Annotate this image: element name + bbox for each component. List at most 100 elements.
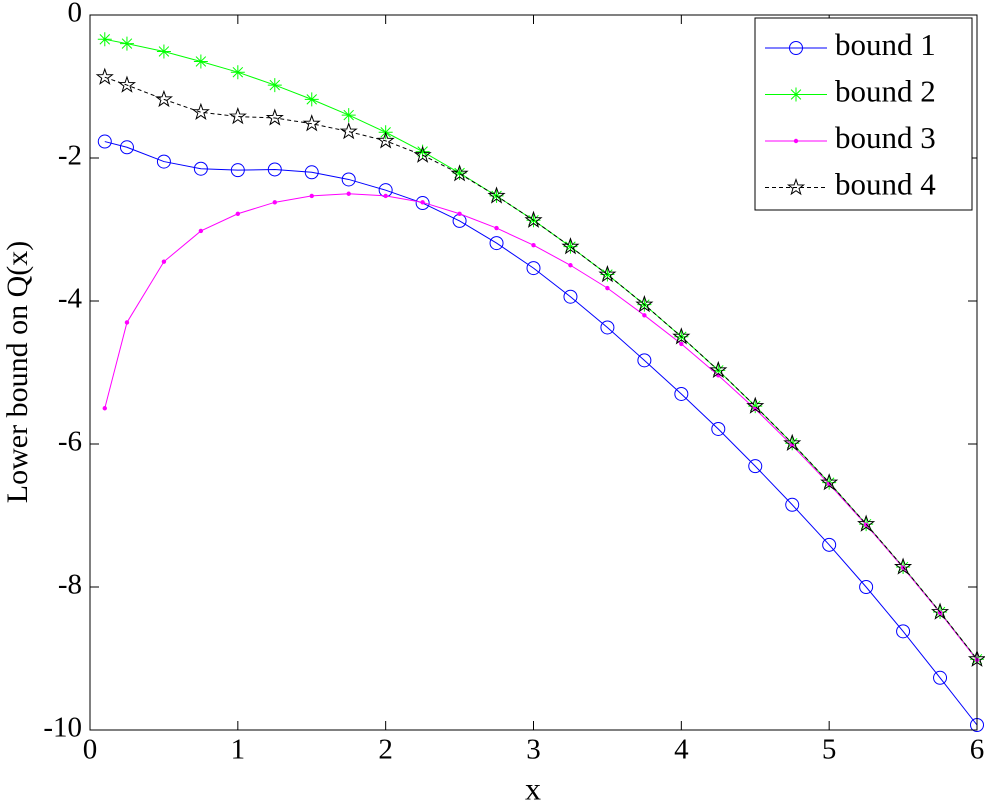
marker bbox=[376, 131, 395, 149]
marker bbox=[452, 166, 467, 181]
x-tick-label: 6 bbox=[970, 734, 985, 766]
marker bbox=[267, 78, 282, 93]
legend-marker bbox=[786, 177, 806, 196]
legend-label: bound 3 bbox=[835, 120, 936, 155]
marker bbox=[748, 399, 763, 414]
marker bbox=[341, 172, 356, 187]
marker bbox=[561, 237, 580, 255]
marker bbox=[309, 193, 314, 199]
marker bbox=[568, 263, 573, 268]
marker bbox=[524, 210, 543, 228]
marker bbox=[457, 211, 462, 216]
marker bbox=[783, 433, 802, 451]
marker bbox=[600, 320, 615, 335]
marker bbox=[489, 236, 504, 251]
marker bbox=[304, 165, 319, 180]
legend-marker bbox=[789, 87, 803, 102]
marker bbox=[563, 289, 578, 304]
marker bbox=[933, 670, 948, 685]
marker bbox=[230, 65, 245, 80]
marker bbox=[191, 102, 210, 120]
x-tick-label: 2 bbox=[378, 734, 393, 766]
series bbox=[97, 134, 984, 732]
x-tick-label: 1 bbox=[231, 734, 246, 766]
marker bbox=[272, 200, 277, 205]
marker bbox=[413, 145, 432, 163]
marker bbox=[857, 514, 876, 532]
marker bbox=[598, 265, 617, 283]
marker bbox=[117, 75, 137, 93]
x-tick-label: 5 bbox=[822, 734, 837, 766]
marker bbox=[531, 243, 536, 248]
marker bbox=[302, 114, 321, 132]
marker bbox=[859, 580, 874, 594]
marker bbox=[235, 211, 241, 216]
marker bbox=[826, 481, 832, 487]
marker bbox=[930, 602, 950, 620]
y-tick-label: -4 bbox=[58, 283, 83, 315]
legend-label: bound 1 bbox=[835, 27, 936, 62]
marker bbox=[635, 295, 654, 313]
series-line bbox=[104, 141, 978, 726]
marker bbox=[642, 313, 647, 318]
marker bbox=[383, 193, 388, 199]
marker bbox=[820, 473, 839, 491]
y-tick-label: -6 bbox=[58, 426, 82, 458]
marker bbox=[637, 353, 652, 368]
marker bbox=[450, 164, 469, 182]
marker bbox=[154, 89, 173, 108]
y-tick-label: -2 bbox=[58, 140, 82, 172]
marker bbox=[124, 320, 130, 325]
marker bbox=[265, 108, 284, 126]
marker bbox=[230, 163, 245, 178]
series bbox=[95, 67, 985, 667]
marker bbox=[346, 191, 351, 196]
x-tick-label: 3 bbox=[526, 734, 541, 766]
marker bbox=[748, 459, 763, 474]
marker bbox=[339, 122, 358, 140]
marker bbox=[711, 421, 726, 436]
marker bbox=[156, 44, 171, 59]
marker bbox=[95, 67, 114, 85]
legend-marker bbox=[789, 41, 803, 55]
marker bbox=[341, 108, 356, 123]
marker bbox=[415, 144, 430, 159]
series bbox=[102, 191, 980, 663]
y-tick-label: -8 bbox=[58, 569, 82, 601]
marker bbox=[526, 261, 541, 276]
y-tick-label: 0 bbox=[68, 0, 83, 29]
legend-box bbox=[754, 17, 973, 211]
marker bbox=[161, 259, 167, 264]
x-tick-label: 0 bbox=[83, 734, 98, 766]
marker bbox=[415, 196, 430, 211]
series-line bbox=[104, 76, 978, 660]
marker bbox=[198, 228, 204, 234]
marker bbox=[785, 497, 800, 512]
marker bbox=[97, 134, 112, 149]
y-tick-label: -10 bbox=[43, 712, 82, 744]
marker bbox=[304, 92, 319, 107]
marker bbox=[193, 161, 208, 176]
marker bbox=[119, 36, 134, 51]
marker bbox=[679, 341, 684, 347]
x-axis-label: x bbox=[525, 770, 541, 806]
marker bbox=[97, 32, 112, 47]
marker bbox=[494, 225, 499, 231]
legend-label: bound 4 bbox=[835, 167, 936, 202]
legend-label: bound 2 bbox=[835, 74, 936, 109]
marker bbox=[674, 386, 689, 401]
marker bbox=[894, 557, 913, 575]
plot-frame bbox=[89, 14, 978, 731]
marker bbox=[487, 186, 506, 204]
marker bbox=[563, 239, 578, 254]
marker bbox=[119, 140, 134, 155]
marker bbox=[156, 154, 171, 169]
marker bbox=[746, 396, 765, 414]
marker bbox=[193, 54, 208, 69]
marker bbox=[896, 624, 911, 639]
marker bbox=[672, 327, 691, 345]
y-axis-label: Lower bound on Q(x) bbox=[1, 241, 34, 503]
marker bbox=[709, 360, 728, 379]
